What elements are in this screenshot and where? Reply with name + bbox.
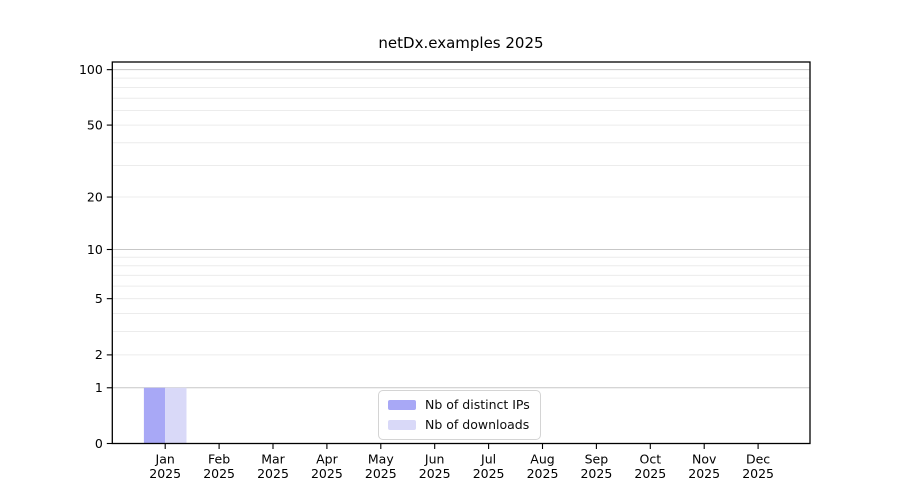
x-tick-label: Aug 2025 <box>527 452 559 482</box>
x-tick-label: May 2025 <box>365 452 397 482</box>
x-tick-label: Feb 2025 <box>203 452 235 482</box>
legend-item-downloads: Nb of downloads <box>388 416 530 433</box>
y-tick-label: 0 <box>95 436 103 451</box>
legend-swatch-distinct-ips-icon <box>388 399 416 410</box>
y-tick-label: 1 <box>95 380 103 395</box>
x-tick-label: Jul 2025 <box>473 452 505 482</box>
y-tick-label: 2 <box>95 347 103 362</box>
y-tick-label: 5 <box>95 291 103 306</box>
y-tick-label: 50 <box>87 117 103 132</box>
y-tick-label: 100 <box>79 62 103 77</box>
x-tick-label: Sep 2025 <box>580 452 612 482</box>
chart-title: netDx.examples 2025 <box>378 34 544 52</box>
bar-downloads <box>165 387 187 444</box>
legend: Nb of distinct IPs Nb of downloads <box>378 390 541 440</box>
bar-distinct-ips <box>143 387 166 444</box>
x-tick-label: Jun 2025 <box>419 452 451 482</box>
y-tick-label: 10 <box>87 242 103 257</box>
x-tick-label: Nov 2025 <box>688 452 720 482</box>
legend-label-distinct-ips: Nb of distinct IPs <box>425 397 530 412</box>
y-tick-label: 20 <box>87 189 103 204</box>
x-tick-label: Jan 2025 <box>149 452 181 482</box>
x-tick-label: Oct 2025 <box>634 452 666 482</box>
legend-label-downloads: Nb of downloads <box>425 417 530 432</box>
x-tick-label: Apr 2025 <box>311 452 343 482</box>
legend-swatch-downloads-icon <box>388 419 416 430</box>
x-tick-label: Mar 2025 <box>257 452 289 482</box>
plot-frame <box>111 61 811 445</box>
legend-item-distinct-ips: Nb of distinct IPs <box>388 396 530 413</box>
x-tick-label: Dec 2025 <box>742 452 774 482</box>
